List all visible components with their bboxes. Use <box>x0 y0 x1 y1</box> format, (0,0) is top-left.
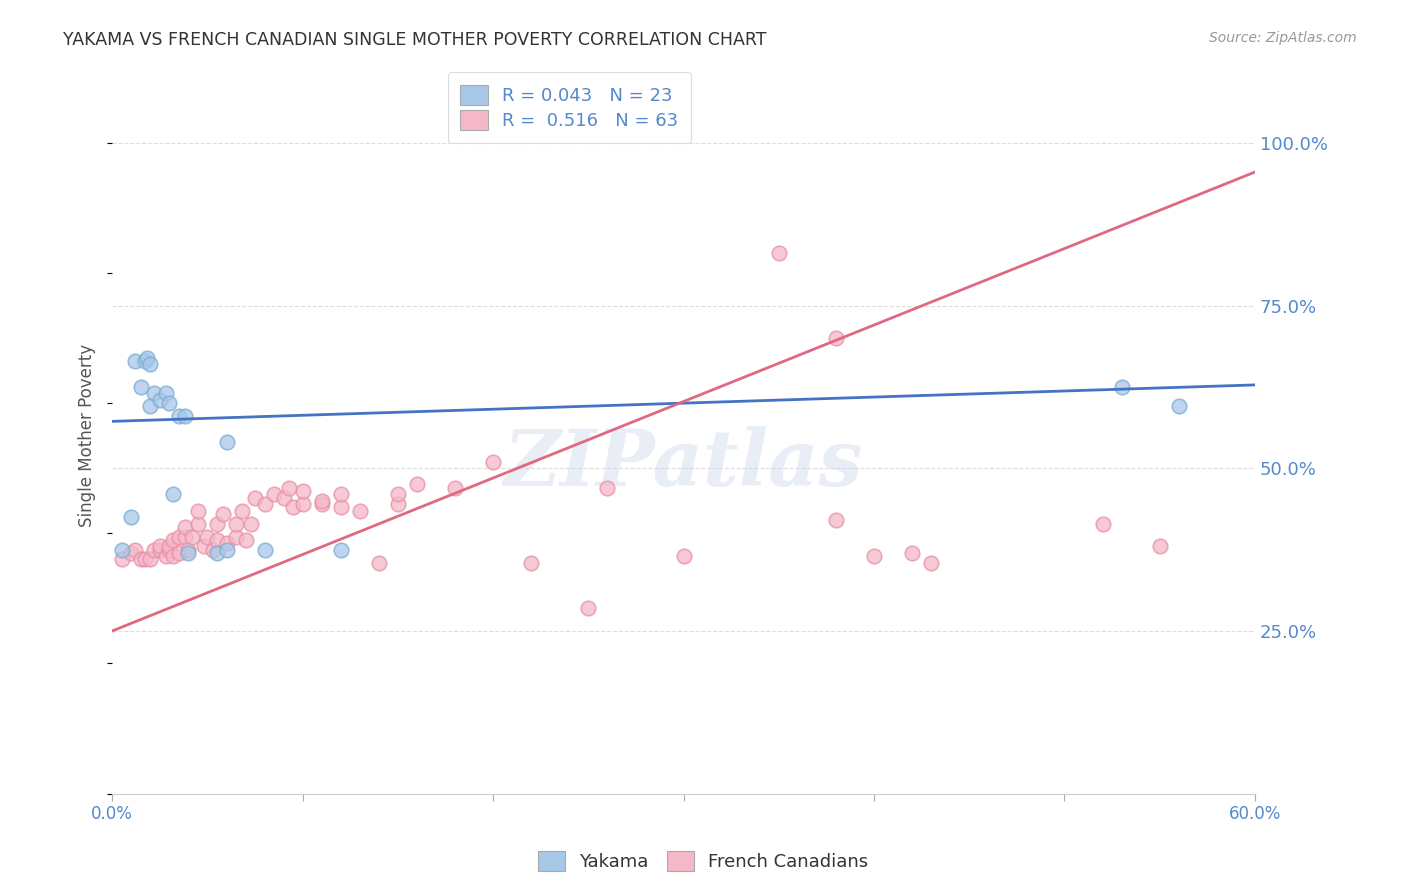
Point <box>520 556 543 570</box>
Point <box>173 520 195 534</box>
Point <box>215 536 238 550</box>
Point <box>1167 400 1189 414</box>
Point <box>768 246 790 260</box>
Point <box>1149 539 1171 553</box>
Point <box>215 542 238 557</box>
Point <box>135 351 157 365</box>
Point <box>825 513 848 527</box>
Point <box>173 530 195 544</box>
Text: Source: ZipAtlas.com: Source: ZipAtlas.com <box>1209 31 1357 45</box>
Point <box>162 549 184 563</box>
Point <box>367 556 389 570</box>
Point <box>596 481 619 495</box>
Point <box>202 542 225 557</box>
Point <box>143 542 166 557</box>
Point <box>291 483 314 498</box>
Point <box>157 539 180 553</box>
Point <box>120 510 142 524</box>
Point <box>124 542 146 557</box>
Point <box>149 539 172 553</box>
Text: ZIPatlas: ZIPatlas <box>503 426 863 502</box>
Point <box>134 354 156 368</box>
Point <box>187 516 209 531</box>
Point <box>225 516 247 531</box>
Point <box>273 491 295 505</box>
Point <box>167 409 190 424</box>
Point <box>920 556 942 570</box>
Point <box>225 530 247 544</box>
Point <box>134 552 156 566</box>
Point <box>863 549 886 563</box>
Point <box>387 487 409 501</box>
Point <box>162 533 184 547</box>
Point <box>329 542 352 557</box>
Point <box>253 542 276 557</box>
Point <box>139 400 162 414</box>
Point <box>253 497 276 511</box>
Point <box>283 500 305 515</box>
Point <box>143 386 166 401</box>
Point <box>215 435 238 450</box>
Text: YAKAMA VS FRENCH CANADIAN SINGLE MOTHER POVERTY CORRELATION CHART: YAKAMA VS FRENCH CANADIAN SINGLE MOTHER … <box>63 31 766 49</box>
Point <box>243 491 266 505</box>
Point <box>349 503 371 517</box>
Point <box>167 530 190 544</box>
Point <box>311 497 333 511</box>
Point <box>129 380 152 394</box>
Legend: R = 0.043   N = 23, R =  0.516   N = 63: R = 0.043 N = 23, R = 0.516 N = 63 <box>449 72 690 143</box>
Point <box>149 392 172 407</box>
Point <box>291 497 314 511</box>
Point <box>205 516 228 531</box>
Point <box>329 487 352 501</box>
Point <box>193 539 215 553</box>
Point <box>329 500 352 515</box>
Y-axis label: Single Mother Poverty: Single Mother Poverty <box>79 344 96 527</box>
Point <box>406 477 429 491</box>
Point <box>672 549 695 563</box>
Point <box>311 493 333 508</box>
Point <box>177 542 200 557</box>
Point <box>235 533 257 547</box>
Point <box>124 354 146 368</box>
Point <box>1091 516 1114 531</box>
Point <box>231 503 253 517</box>
Point <box>157 542 180 557</box>
Point <box>576 601 599 615</box>
Point <box>825 331 848 345</box>
Point <box>197 530 219 544</box>
Point <box>181 530 204 544</box>
Point <box>263 487 285 501</box>
Point <box>387 497 409 511</box>
Point <box>155 386 177 401</box>
Point <box>120 546 142 560</box>
Point <box>155 549 177 563</box>
Point <box>139 552 162 566</box>
Legend: Yakama, French Canadians: Yakama, French Canadians <box>530 844 876 879</box>
Point <box>205 546 228 560</box>
Point <box>173 409 195 424</box>
Point <box>162 487 184 501</box>
Point <box>177 546 200 560</box>
Point <box>157 396 180 410</box>
Point <box>205 533 228 547</box>
Point <box>240 516 263 531</box>
Point <box>167 546 190 560</box>
Point <box>482 455 505 469</box>
Point <box>129 552 152 566</box>
Point <box>187 503 209 517</box>
Point <box>444 481 467 495</box>
Point <box>111 542 134 557</box>
Point <box>278 481 301 495</box>
Point <box>901 546 924 560</box>
Point <box>211 507 233 521</box>
Point <box>149 542 172 557</box>
Point <box>1111 380 1133 394</box>
Point <box>111 552 134 566</box>
Point <box>139 357 162 371</box>
